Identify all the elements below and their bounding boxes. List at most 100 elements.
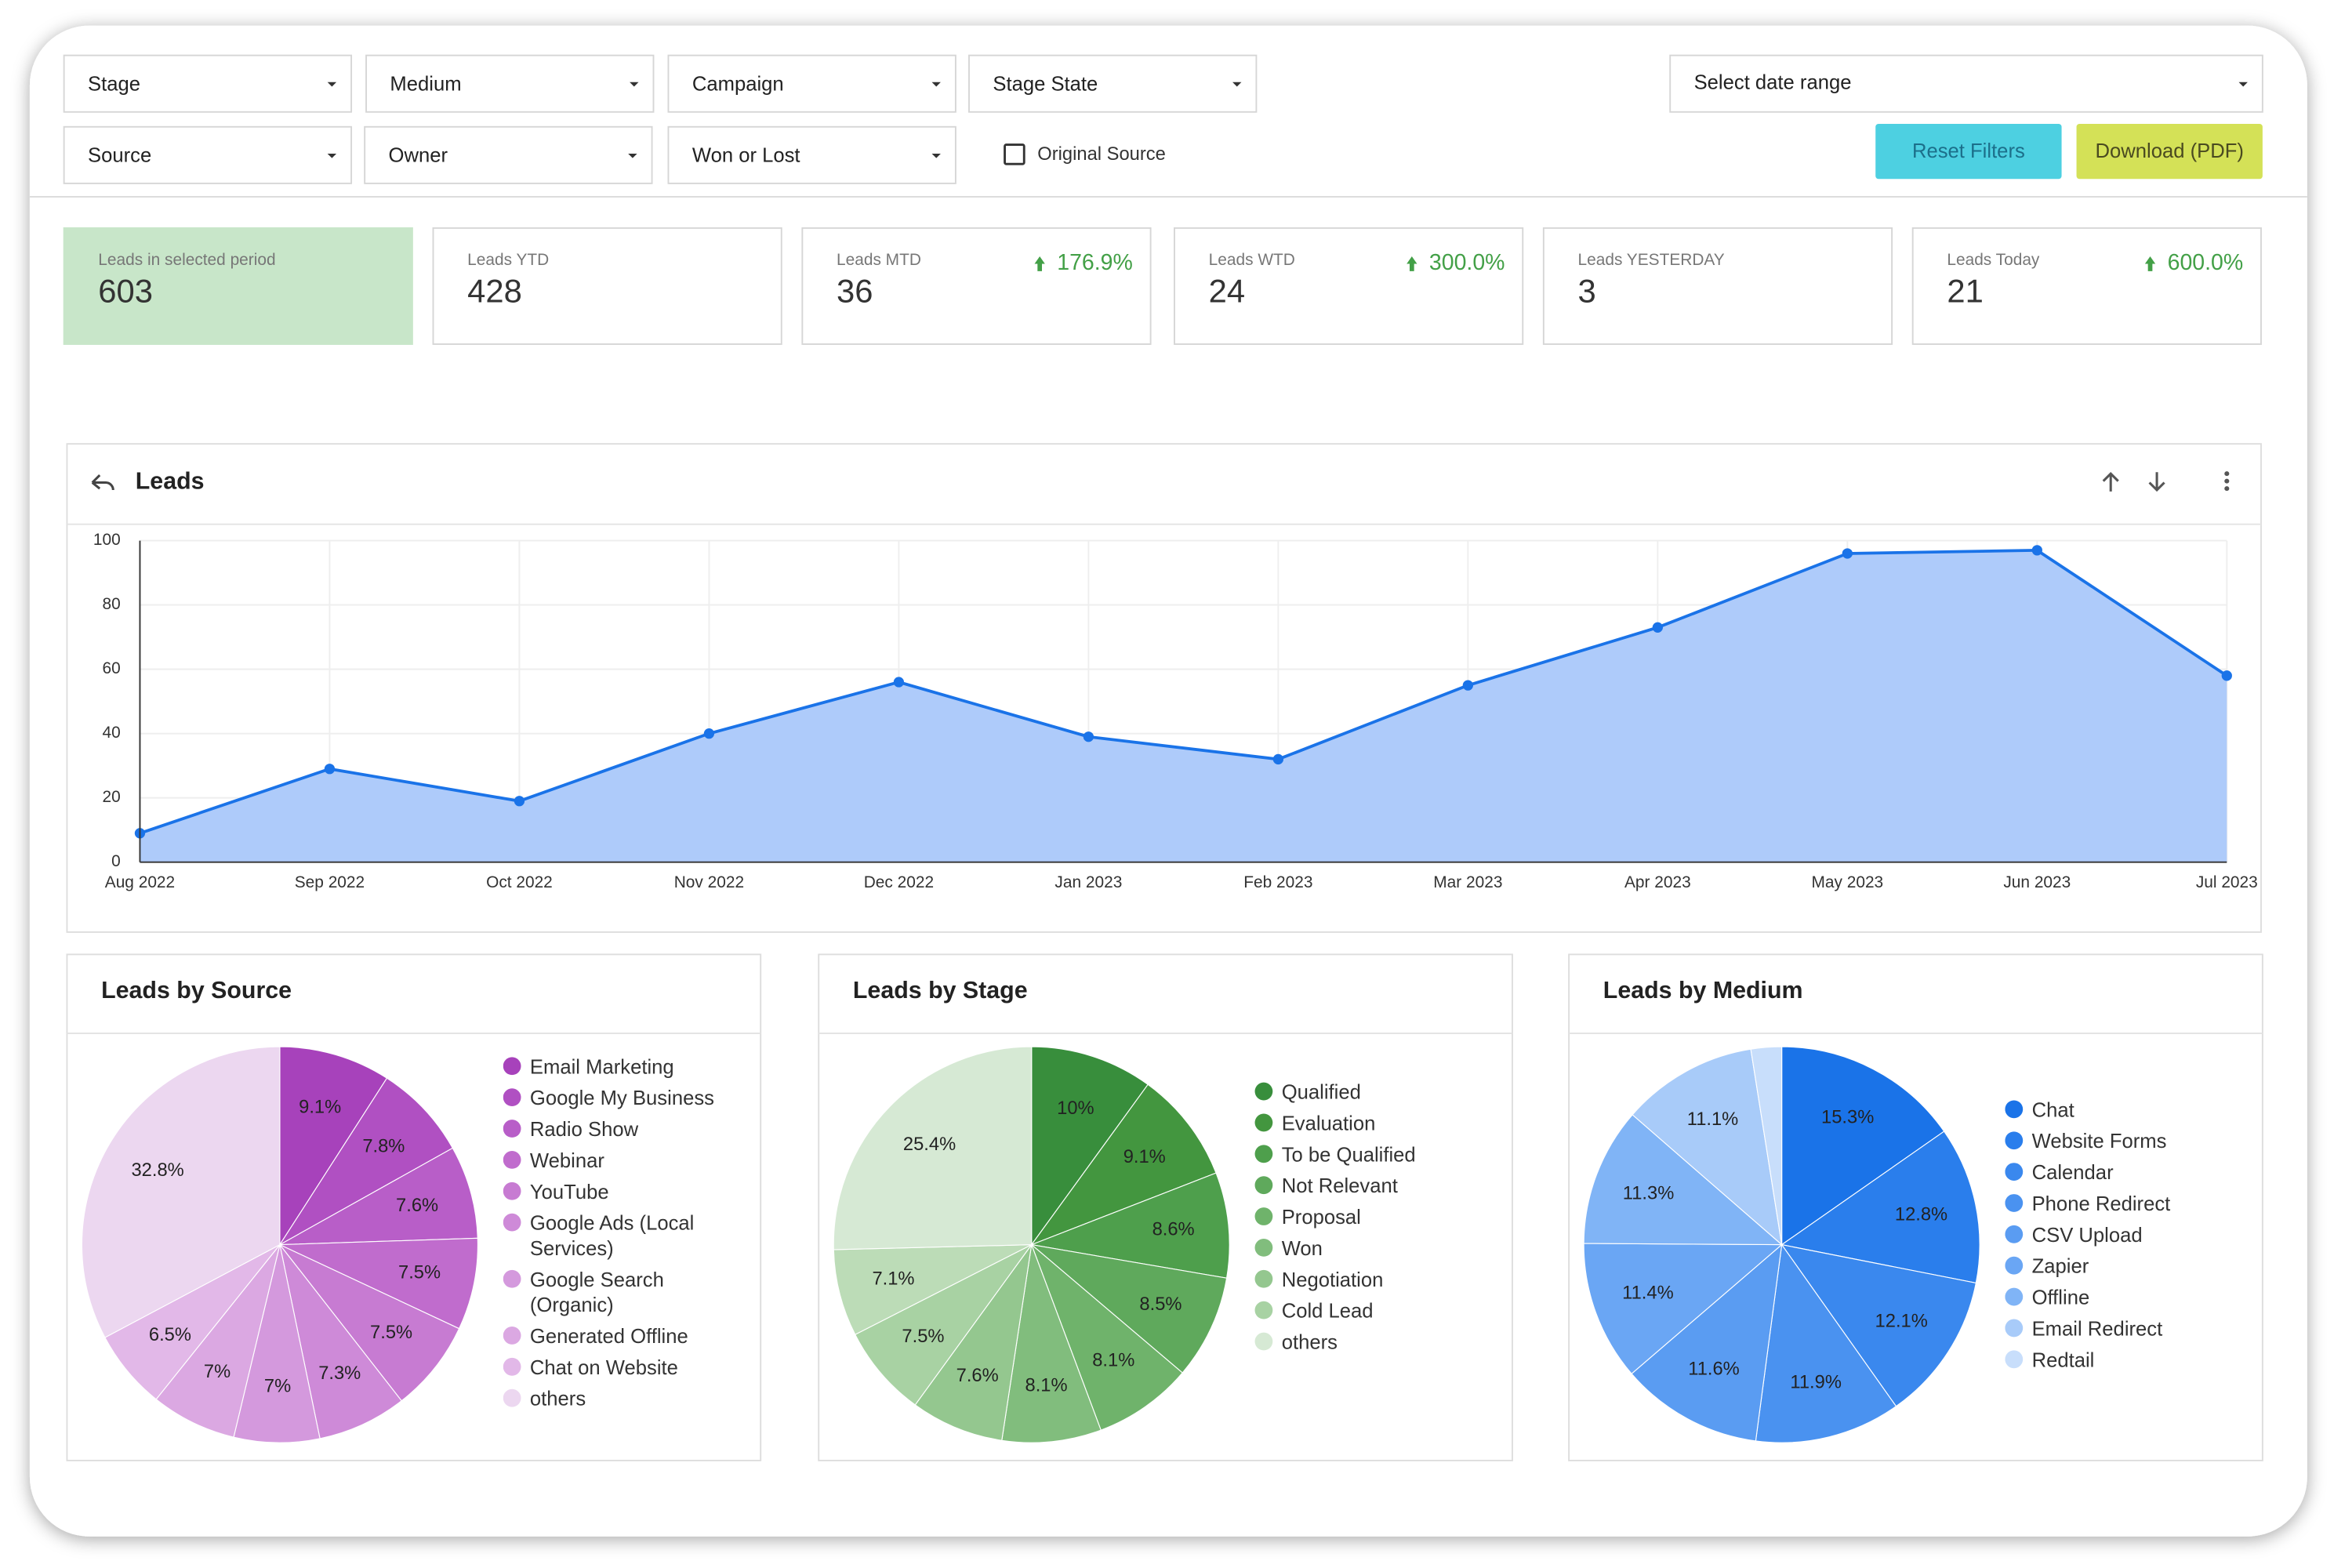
slice-label: 7% [264,1377,291,1397]
slice [1583,1114,1784,1246]
kpi-value: 36 [837,272,873,309]
dropdown[interactable]: Owner [364,125,653,184]
slice [1631,1243,1783,1442]
slice [279,1237,478,1330]
y-tick-label: 60 [103,659,121,677]
slice [233,1244,321,1443]
legend-swatch [2005,1194,2024,1212]
dropdown[interactable]: Stage [63,54,353,113]
menu-dot[interactable] [2224,478,2230,484]
point [324,764,336,775]
slice [1029,1243,1228,1374]
legend-swatch [2005,1319,2024,1338]
dropdown-label: Stage State [993,73,1098,95]
legend-item: CSV Upload [2005,1222,2250,1247]
dropdown[interactable]: Campaign [667,54,956,113]
legend-swatch [1254,1207,1273,1225]
slice-label: 11.3% [1623,1184,1675,1204]
legend-item: YouTube [503,1179,749,1204]
button-label: Reset Filters [1912,140,2025,162]
slice [1781,1046,1945,1246]
dropdown[interactable]: Stage State [968,54,1258,113]
legend-item: Won [1254,1236,1501,1261]
dropdown-box [364,125,653,184]
legend-swatch [503,1269,521,1288]
legend-swatch [2005,1131,2024,1150]
slice [1029,1172,1230,1279]
sort-up[interactable] [2102,471,2119,492]
legend-item: Google My Business [503,1085,749,1110]
legend-list: Chat Website Forms Calendar Phone Redirect C… [2005,1098,2250,1373]
x-tick-label: Aug 2022 [105,873,175,891]
undo-icon[interactable] [91,474,114,491]
kpi-change: 176.9% [1057,250,1133,275]
legend-swatch [1254,1113,1273,1132]
legend-item: Calendar [2005,1160,2250,1185]
legend-swatch [1254,1082,1273,1101]
button[interactable] [1875,123,2062,180]
legend-swatch [2005,1225,2024,1243]
legend-item: Chat [2005,1098,2250,1123]
x-tick-label: Jun 2023 [2003,873,2071,891]
legend-label: Chat on Website [529,1356,678,1379]
kpi-card [432,227,782,345]
point [1842,548,1853,559]
kpi-value: 21 [1947,272,1983,309]
legend-label: Cold Lead [1281,1299,1374,1323]
legend-swatch [503,1181,521,1200]
legend-label: Proposal [1281,1206,1361,1229]
slice [1750,1046,1783,1245]
slice-label: 7.5% [902,1327,944,1347]
sort-down[interactable] [2148,472,2165,492]
slice-label: 12.8% [1895,1204,1947,1225]
slice-label: 7.3% [318,1363,361,1384]
legend-label: YouTube [529,1180,609,1203]
legend-swatch [1254,1239,1273,1257]
legend-label: Email Redirect [2031,1317,2163,1341]
y-tick-label: 20 [103,788,121,806]
slice-label: 7.6% [956,1366,999,1386]
slice [279,1147,478,1246]
button[interactable] [2076,123,2263,180]
legend-label: Google Search (Organic) [529,1268,664,1316]
legend-swatch [2005,1256,2024,1275]
dropdown[interactable]: Won or Lost [667,125,956,184]
legend-swatch [1254,1269,1273,1288]
slice [1031,1046,1149,1247]
legend-item: To be Qualified [1254,1142,1501,1167]
legend-item: Phone Redirect [2005,1191,2250,1216]
legend-item: Negotiation [1254,1267,1501,1292]
slice-label: 7% [204,1362,230,1382]
kpi-value: 24 [1209,272,1245,309]
kpi-label: Leads Today [1947,251,2040,269]
kpi-label: Leads YTD [467,251,549,269]
kpi-card [1911,227,2262,345]
dropdown[interactable]: Medium [365,54,655,113]
dropdown-label: Source [88,145,151,167]
checkbox[interactable] [1004,143,1025,165]
legend-label: Qualified [1281,1080,1361,1104]
date-range[interactable]: Select date range [1669,54,2263,113]
slice-label: 15.3% [1821,1108,1874,1128]
slice-label: 32.8% [131,1160,183,1181]
slice [1780,1131,1980,1284]
slice [1030,1243,1184,1431]
legend-item: Email Marketing [503,1054,749,1080]
legend-label: Zapier [2031,1254,2089,1278]
slice-label: 6.5% [149,1325,191,1345]
dropdown-box [63,125,353,184]
legend-swatch [1254,1145,1273,1163]
x-tick-label: May 2023 [1811,873,1883,891]
kpi-card [1174,227,1524,345]
legend-swatch [1254,1301,1273,1319]
legend-item: Qualified [1254,1080,1501,1105]
slice [1632,1048,1783,1247]
x-tick-label: Sep 2022 [295,873,365,891]
legend-label: Email Marketing [529,1055,674,1078]
slice-label: 8.6% [1152,1220,1195,1240]
dropdown[interactable]: Source [63,125,353,184]
legend-label: Webinar [529,1149,604,1172]
legend-label: Google Ads (Local Services) [529,1211,695,1260]
caret [1232,82,1242,87]
slice [279,1046,388,1247]
